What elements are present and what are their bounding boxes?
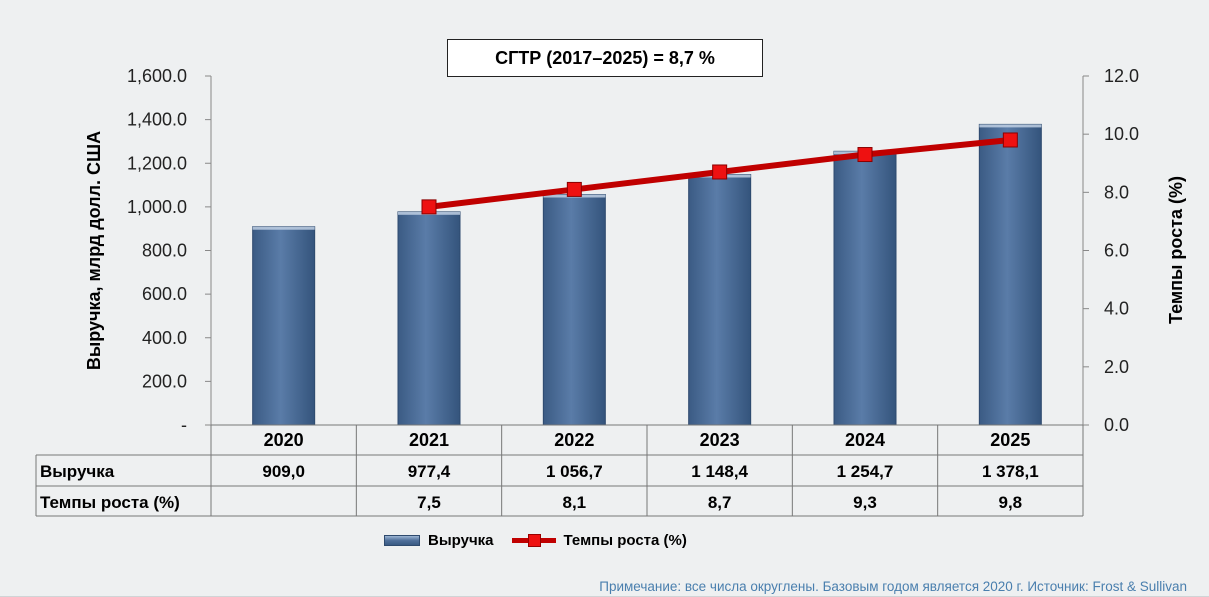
bar-highlight [252, 226, 315, 230]
y-tick-label: 200.0 [142, 371, 187, 391]
table-cell: 977,4 [408, 462, 451, 481]
cagr-label: СГТР (2017–2025) = 8,7 % [447, 39, 763, 77]
bar-2023 [688, 174, 752, 426]
y2-tick-label: 6.0 [1104, 241, 1129, 261]
legend-label-growth: Темпы роста (%) [563, 531, 687, 549]
table-cell: 7,5 [417, 493, 441, 512]
y2-tick-label: 2.0 [1104, 357, 1129, 377]
table-cell: 909,0 [262, 462, 305, 481]
legend-item-revenue: Выручка [384, 532, 494, 549]
y-tick-label: - [181, 415, 187, 435]
table-cell: 9,3 [853, 493, 877, 512]
growth-marker-2023 [712, 164, 728, 180]
y-tick-label: 1,200.0 [127, 153, 187, 173]
bar-2025 [978, 123, 1042, 426]
bar-highlight [979, 124, 1042, 128]
bar-2020 [252, 226, 316, 426]
bar-2024 [833, 150, 897, 426]
table-cell: 8,7 [708, 493, 732, 512]
y2-tick-label: 10.0 [1104, 124, 1139, 144]
bar-2021 [397, 211, 461, 426]
y-tick-label: 400.0 [142, 328, 187, 348]
table-row-label: Темпы роста (%) [40, 493, 180, 512]
growth-marker-2021 [421, 199, 437, 215]
y2-tick-label: 0.0 [1104, 415, 1129, 435]
legend-label-revenue: Выручка [428, 531, 494, 549]
growth-marker-2024 [857, 147, 873, 163]
y-axis-title: Выручка, млрд долл. США [84, 131, 104, 370]
table-cell: 1 378,1 [982, 462, 1039, 481]
x-tick-label: 2024 [845, 430, 885, 450]
footnote: Примечание: все числа округлены. Базовым… [599, 579, 1187, 594]
x-tick-label: 2023 [700, 430, 740, 450]
y-tick-label: 1,000.0 [127, 197, 187, 217]
y-tick-label: 800.0 [142, 241, 187, 261]
table-cell: 9,8 [999, 493, 1023, 512]
table-cell: 1 254,7 [837, 462, 894, 481]
y-tick-label: 1,400.0 [127, 110, 187, 130]
y2-tick-label: 4.0 [1104, 299, 1129, 319]
table-cell: 1 056,7 [546, 462, 603, 481]
growth-marker-2025 [1002, 132, 1018, 148]
bar-2022 [542, 194, 606, 426]
x-tick-label: 2020 [264, 430, 304, 450]
legend-swatch-bar [384, 534, 420, 546]
y-tick-label: 1,600.0 [127, 66, 187, 86]
legend: Выручка Темпы роста (%) [384, 529, 687, 551]
y-tick-label: 600.0 [142, 284, 187, 304]
x-tick-label: 2022 [554, 430, 594, 450]
x-tick-label: 2025 [990, 430, 1030, 450]
table-cell: 1 148,4 [691, 462, 748, 481]
growth-marker-2022 [566, 181, 582, 197]
legend-swatch-line [511, 533, 556, 547]
table-cell: 8,1 [563, 493, 587, 512]
y2-tick-label: 8.0 [1104, 182, 1129, 202]
x-tick-label: 2021 [409, 430, 449, 450]
y2-tick-label: 12.0 [1104, 66, 1139, 86]
legend-item-growth: Темпы роста (%) [511, 531, 687, 549]
y2-axis-title: Темпы роста (%) [1166, 176, 1186, 324]
table-row-label: Выручка [40, 462, 115, 481]
